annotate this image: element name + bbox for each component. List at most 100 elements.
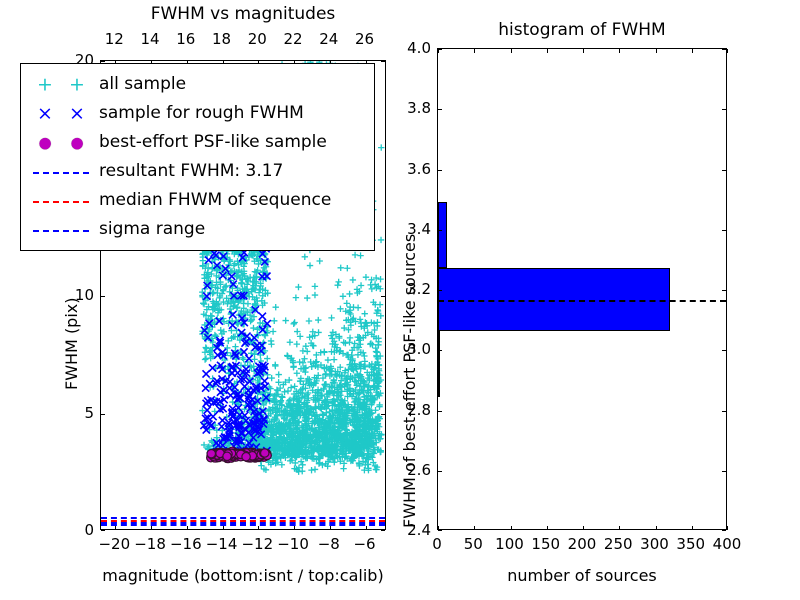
scatter-marker-plus bbox=[304, 294, 311, 302]
scatter-marker-plus bbox=[271, 317, 278, 325]
scatter-marker-plus bbox=[291, 319, 298, 326]
scatter-marker-plus bbox=[331, 458, 338, 466]
scatter-marker-plus bbox=[330, 426, 337, 433]
scatter-marker-plus bbox=[372, 360, 379, 368]
right-xtick bbox=[691, 526, 693, 530]
scatter-marker-plus bbox=[287, 384, 295, 391]
scatter-marker-plus bbox=[260, 264, 268, 271]
legend-item[interactable]: median FHWM of sequence bbox=[29, 186, 364, 215]
scatter-marker-plus bbox=[319, 461, 326, 469]
legend-marker: × × bbox=[29, 103, 93, 125]
scatter-marker-cross bbox=[250, 333, 259, 342]
scatter-marker-cross bbox=[256, 430, 266, 439]
right-x-tick-label: 300 bbox=[640, 535, 669, 553]
scatter-marker-plus bbox=[377, 275, 384, 283]
scatter-marker-plus bbox=[324, 356, 332, 364]
scatter-marker-plus bbox=[277, 454, 284, 462]
scatter-marker-cross bbox=[229, 291, 239, 300]
scatter-marker-cross bbox=[238, 253, 247, 262]
scatter-marker-plus bbox=[315, 372, 322, 379]
scatter-marker-plus bbox=[264, 441, 271, 448]
scatter-marker-plus bbox=[377, 236, 385, 244]
scatter-marker-plus bbox=[279, 394, 286, 401]
scatter-marker-plus bbox=[340, 339, 347, 346]
scatter-marker-plus bbox=[272, 304, 279, 311]
scatter-marker-plus bbox=[213, 266, 221, 273]
scatter-marker-plus bbox=[368, 441, 375, 448]
right-y-tick-label: 3.2 bbox=[407, 280, 431, 298]
scatter-marker-plus bbox=[254, 255, 261, 263]
right-y-tick-label: 2.6 bbox=[407, 460, 431, 479]
scatter-marker-plus bbox=[311, 374, 318, 381]
left-xtick-bottom bbox=[115, 526, 117, 530]
scatter-marker-plus bbox=[270, 440, 277, 448]
scatter-marker-plus bbox=[349, 276, 357, 284]
scatter-marker-plus bbox=[339, 449, 346, 457]
legend-item[interactable]: + + all sample bbox=[29, 70, 364, 99]
scatter-marker-plus bbox=[350, 344, 358, 351]
right-ytick bbox=[438, 410, 442, 412]
scatter-marker-cross bbox=[227, 363, 236, 372]
scatter-marker-plus bbox=[223, 413, 230, 421]
scatter-marker-plus bbox=[312, 405, 319, 412]
scatter-marker-plus bbox=[357, 341, 364, 348]
scatter-marker-plus bbox=[218, 290, 226, 297]
scatter-marker-plus bbox=[302, 385, 309, 392]
scatter-marker-plus bbox=[334, 454, 341, 461]
scatter-marker-cross bbox=[239, 347, 249, 357]
scatter-marker-plus bbox=[352, 378, 360, 386]
legend-rows: + + all sample × × sample for rough FWHM ● ● bes… bbox=[29, 70, 364, 244]
scatter-marker-plus bbox=[343, 317, 350, 324]
legend-item[interactable]: ● ● best-effort PSF-like sample bbox=[29, 128, 364, 157]
scatter-marker-plus bbox=[267, 337, 275, 345]
right-ytick bbox=[438, 169, 442, 171]
scatter-marker-plus bbox=[312, 380, 319, 387]
right-ytick bbox=[438, 109, 442, 111]
legend-item[interactable]: sigma range bbox=[29, 215, 364, 244]
histogram-canvas bbox=[438, 49, 726, 529]
scatter-marker-plus bbox=[325, 417, 332, 425]
scatter-marker-plus bbox=[305, 317, 313, 325]
scatter-marker-cross bbox=[237, 437, 246, 446]
legend-item[interactable]: × × sample for rough FWHM bbox=[29, 99, 364, 128]
scatter-marker-plus bbox=[315, 316, 322, 324]
legend-item[interactable]: resultant FWHM: 3.17 bbox=[29, 157, 364, 186]
scatter-marker-plus bbox=[350, 453, 357, 461]
scatter-marker-plus bbox=[235, 266, 243, 274]
right-panel-title: histogram of FWHM bbox=[498, 20, 666, 40]
scatter-marker-plus bbox=[271, 398, 278, 405]
scatter-marker-plus bbox=[209, 304, 216, 311]
right-xtick bbox=[474, 526, 476, 530]
scatter-marker-plus bbox=[285, 399, 292, 407]
scatter-marker-plus bbox=[353, 416, 360, 424]
scatter-marker-plus bbox=[297, 411, 304, 419]
scatter-marker-plus bbox=[253, 278, 260, 286]
scatter-marker-plus bbox=[252, 302, 260, 309]
scatter-marker-plus bbox=[301, 253, 309, 261]
scatter-marker-cross bbox=[234, 389, 243, 399]
scatter-marker-plus bbox=[345, 436, 353, 443]
scatter-marker-cross bbox=[246, 404, 255, 413]
scatter-marker-plus bbox=[240, 305, 247, 312]
scatter-marker-plus bbox=[216, 294, 223, 301]
scatter-marker-plus bbox=[329, 379, 337, 386]
scatter-marker-cross bbox=[231, 361, 241, 370]
scatter-marker-plus bbox=[200, 311, 208, 318]
scatter-marker-plus bbox=[374, 392, 381, 399]
scatter-marker-plus bbox=[315, 329, 322, 336]
scatter-marker-plus bbox=[344, 351, 352, 359]
scatter-marker-plus bbox=[372, 301, 379, 308]
scatter-marker-plus bbox=[370, 371, 377, 378]
scatter-marker-plus bbox=[329, 435, 337, 442]
scatter-marker-plus bbox=[303, 391, 311, 398]
scatter-marker-plus bbox=[280, 408, 287, 415]
left-top-tick-label: 16 bbox=[176, 30, 196, 48]
scatter-marker-plus bbox=[362, 319, 369, 326]
scatter-marker-plus bbox=[362, 274, 370, 281]
scatter-marker-plus bbox=[284, 387, 292, 395]
scatter-marker-plus bbox=[330, 338, 338, 345]
left-yaxis-label: FWHM (pix) bbox=[62, 297, 81, 391]
scatter-marker-cross bbox=[204, 255, 213, 265]
scatter-marker-plus bbox=[209, 344, 216, 351]
